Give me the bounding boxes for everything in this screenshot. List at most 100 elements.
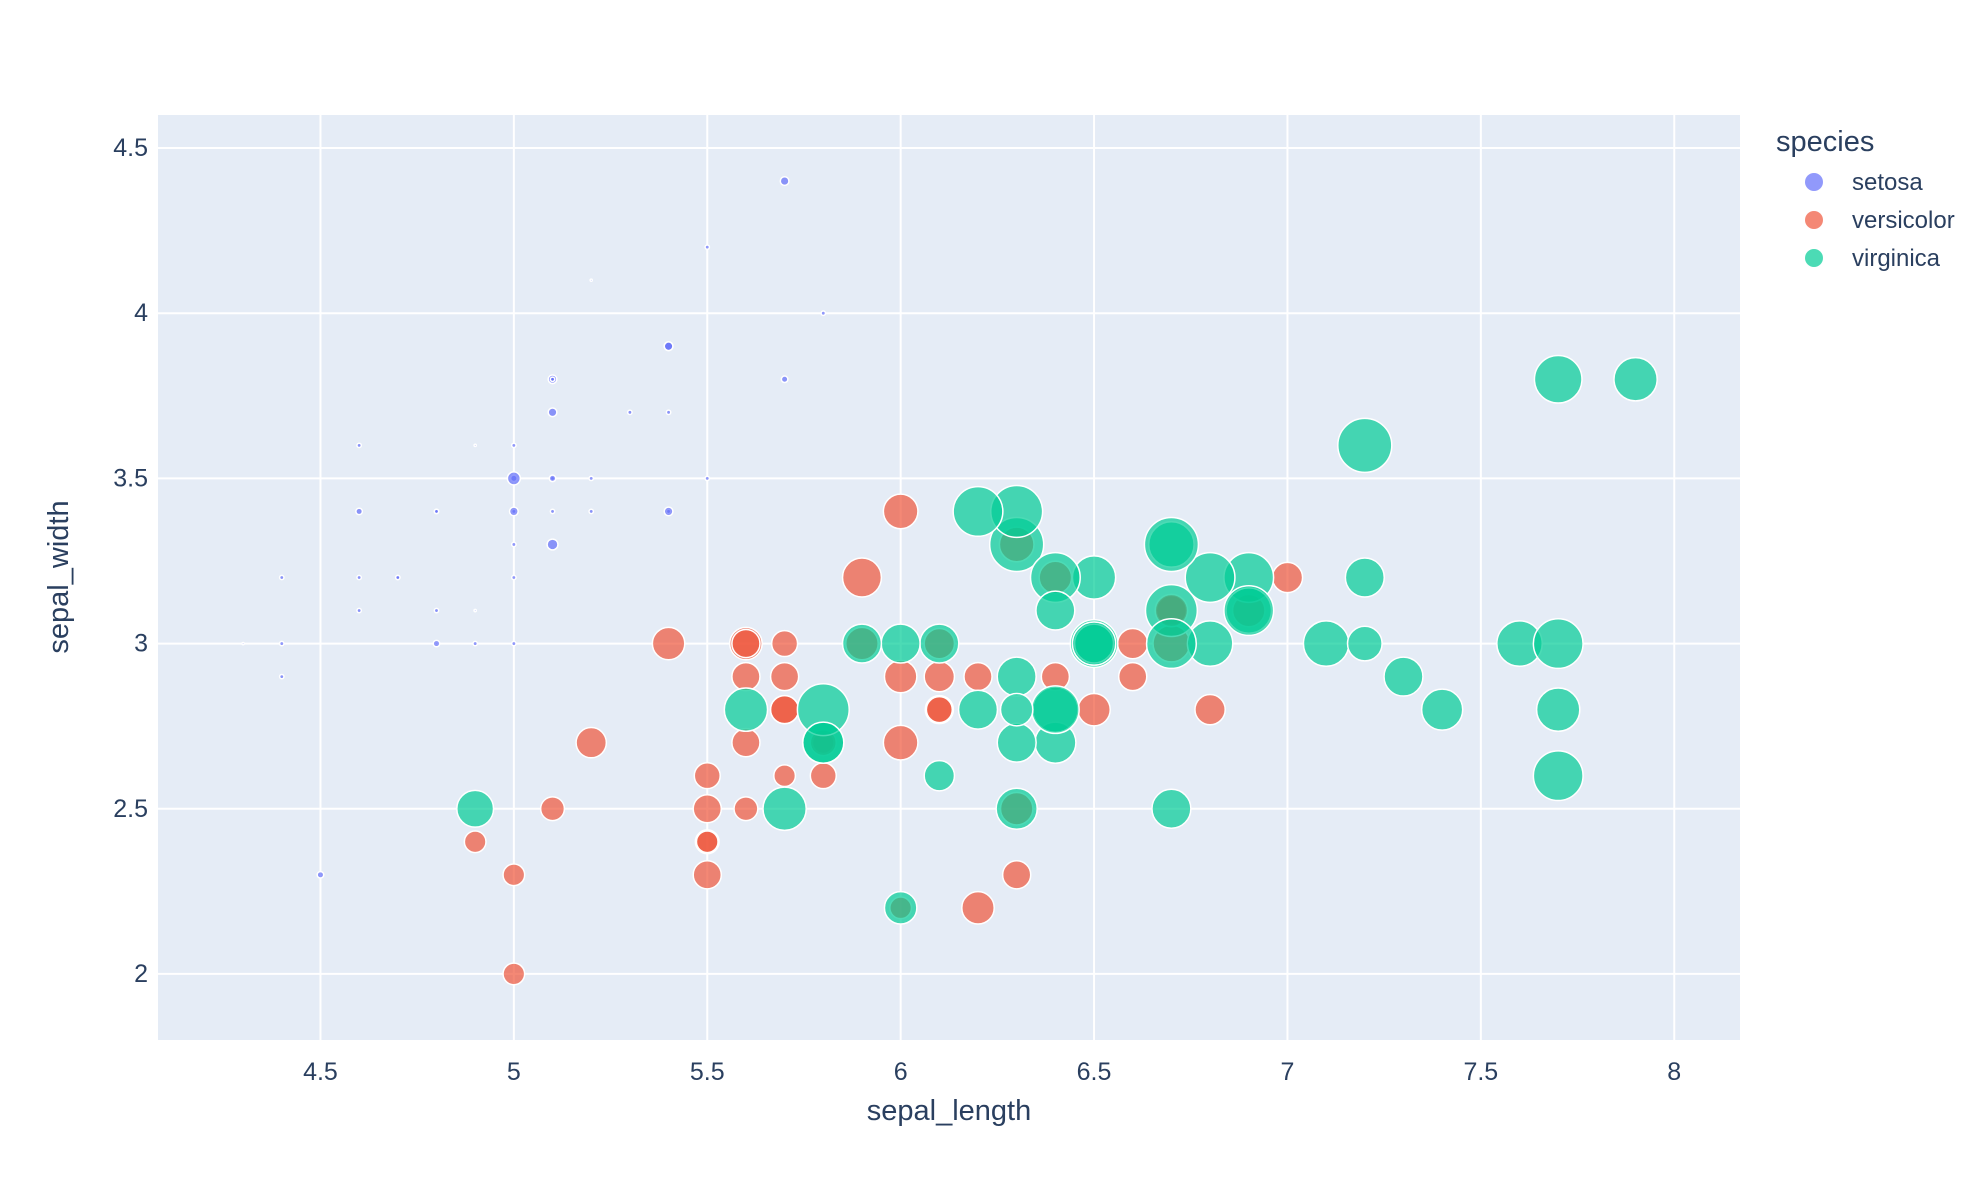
- data-point-virginica: [1143, 516, 1200, 573]
- data-point-setosa: [546, 538, 559, 551]
- data-point-virginica: [1613, 356, 1658, 402]
- data-point-virginica: [723, 687, 769, 732]
- data-point-virginica: [1071, 621, 1117, 666]
- legend-label: virginica: [1852, 245, 1941, 272]
- data-point-versicolor: [1194, 693, 1226, 726]
- x-axis-title: sepal_length: [867, 1095, 1031, 1127]
- y-tick-label: 4: [134, 299, 148, 327]
- data-point-virginica: [456, 789, 495, 828]
- data-point-virginica: [952, 485, 1004, 538]
- data-point-versicolor: [1116, 627, 1149, 660]
- data-point-versicolor: [769, 661, 800, 692]
- data-point-setosa: [549, 508, 556, 515]
- series-virginica: [456, 354, 1658, 925]
- data-point-virginica: [762, 786, 807, 832]
- data-point-virginica: [1151, 788, 1192, 829]
- data-point-setosa: [589, 278, 594, 283]
- data-point-virginica: [996, 656, 1037, 697]
- data-point-setosa: [241, 641, 245, 646]
- legend-marker: [1805, 249, 1823, 267]
- data-point-versicolor: [502, 962, 526, 986]
- data-point-virginica: [957, 689, 999, 730]
- y-axis-title: sepal_width: [43, 500, 75, 653]
- data-point-versicolor: [575, 726, 608, 759]
- data-point-virginica: [1035, 590, 1076, 631]
- data-point-setosa: [508, 506, 519, 517]
- data-point-virginica: [1533, 354, 1583, 404]
- data-point-virginica: [1145, 617, 1197, 670]
- data-point-virginica: [1223, 584, 1275, 637]
- data-point-setosa: [356, 442, 363, 449]
- data-point-virginica: [1532, 617, 1584, 670]
- data-point-versicolor: [693, 762, 721, 790]
- data-point-virginica: [1030, 685, 1080, 735]
- data-point-setosa: [548, 474, 557, 483]
- data-point-versicolor: [731, 628, 761, 659]
- legend-item-setosa[interactable]: setosa: [1805, 169, 1923, 196]
- data-point-versicolor: [733, 796, 759, 822]
- data-point-setosa: [356, 607, 363, 614]
- data-point-versicolor: [463, 830, 487, 854]
- data-point-virginica: [1346, 625, 1383, 662]
- data-point-virginica: [1420, 688, 1464, 731]
- data-point-setosa: [510, 574, 517, 581]
- x-tick-labels: 4.5 5 5.5 6 6.5 7 7.5 8: [303, 1058, 1681, 1086]
- data-point-setosa: [506, 471, 522, 486]
- data-point-versicolor: [882, 493, 919, 530]
- legend-item-versicolor[interactable]: versicolor: [1805, 207, 1955, 234]
- data-point-versicolor: [923, 660, 956, 693]
- data-point-setosa: [779, 176, 790, 187]
- y-tick-label: 4.5: [113, 134, 148, 162]
- x-tick-label: 6: [894, 1058, 908, 1086]
- data-point-setosa: [588, 508, 595, 515]
- data-point-versicolor: [731, 727, 761, 758]
- data-point-setosa: [356, 574, 363, 581]
- legend-marker: [1805, 211, 1823, 229]
- data-point-versicolor: [769, 694, 800, 725]
- data-point-virginica: [1302, 620, 1350, 668]
- data-point-setosa: [473, 608, 478, 613]
- legend-label: versicolor: [1852, 207, 1955, 234]
- data-point-setosa: [510, 640, 517, 647]
- data-point-virginica: [1532, 750, 1584, 802]
- data-point-versicolor: [692, 860, 723, 890]
- data-point-versicolor: [925, 695, 954, 724]
- data-point-setosa: [355, 507, 364, 516]
- data-point-setosa: [663, 341, 674, 352]
- data-point-versicolor: [695, 830, 719, 854]
- data-point-virginica: [841, 623, 883, 664]
- data-point-virginica: [1344, 557, 1385, 598]
- data-point-versicolor: [731, 661, 761, 692]
- data-point-virginica: [995, 787, 1038, 831]
- data-point-virginica: [1383, 656, 1424, 697]
- data-point-setosa: [278, 640, 285, 647]
- data-point-setosa: [394, 574, 401, 581]
- data-point-setosa: [510, 541, 517, 548]
- data-point-versicolor: [770, 629, 799, 658]
- y-tick-label: 3.5: [113, 464, 148, 492]
- data-point-virginica: [883, 890, 918, 925]
- data-point-setosa: [549, 376, 556, 383]
- data-point-versicolor: [961, 890, 995, 925]
- data-point-versicolor: [1001, 860, 1032, 890]
- data-point-versicolor: [1117, 661, 1148, 692]
- legend-item-virginica[interactable]: virginica: [1805, 245, 1941, 272]
- data-point-versicolor: [1077, 692, 1111, 727]
- data-point-virginica: [919, 623, 960, 664]
- data-point-setosa: [472, 640, 479, 647]
- y-tick-labels: 2 2.5 3 3.5 4 4.5: [113, 134, 148, 988]
- data-point-virginica: [996, 722, 1037, 763]
- data-point-virginica: [802, 721, 845, 764]
- legend: species setosa versicolor virginica: [1776, 126, 1955, 272]
- x-tick-label: 7.5: [1463, 1058, 1498, 1086]
- data-point-virginica: [923, 759, 956, 792]
- data-point-setosa: [432, 639, 441, 648]
- legend-title: species: [1776, 126, 1874, 158]
- data-point-virginica: [1337, 417, 1393, 474]
- series-setosa: [241, 176, 827, 879]
- data-point-versicolor: [841, 557, 883, 598]
- data-points: [241, 176, 1658, 986]
- data-point-setosa: [663, 506, 674, 517]
- legend-label: setosa: [1852, 169, 1923, 196]
